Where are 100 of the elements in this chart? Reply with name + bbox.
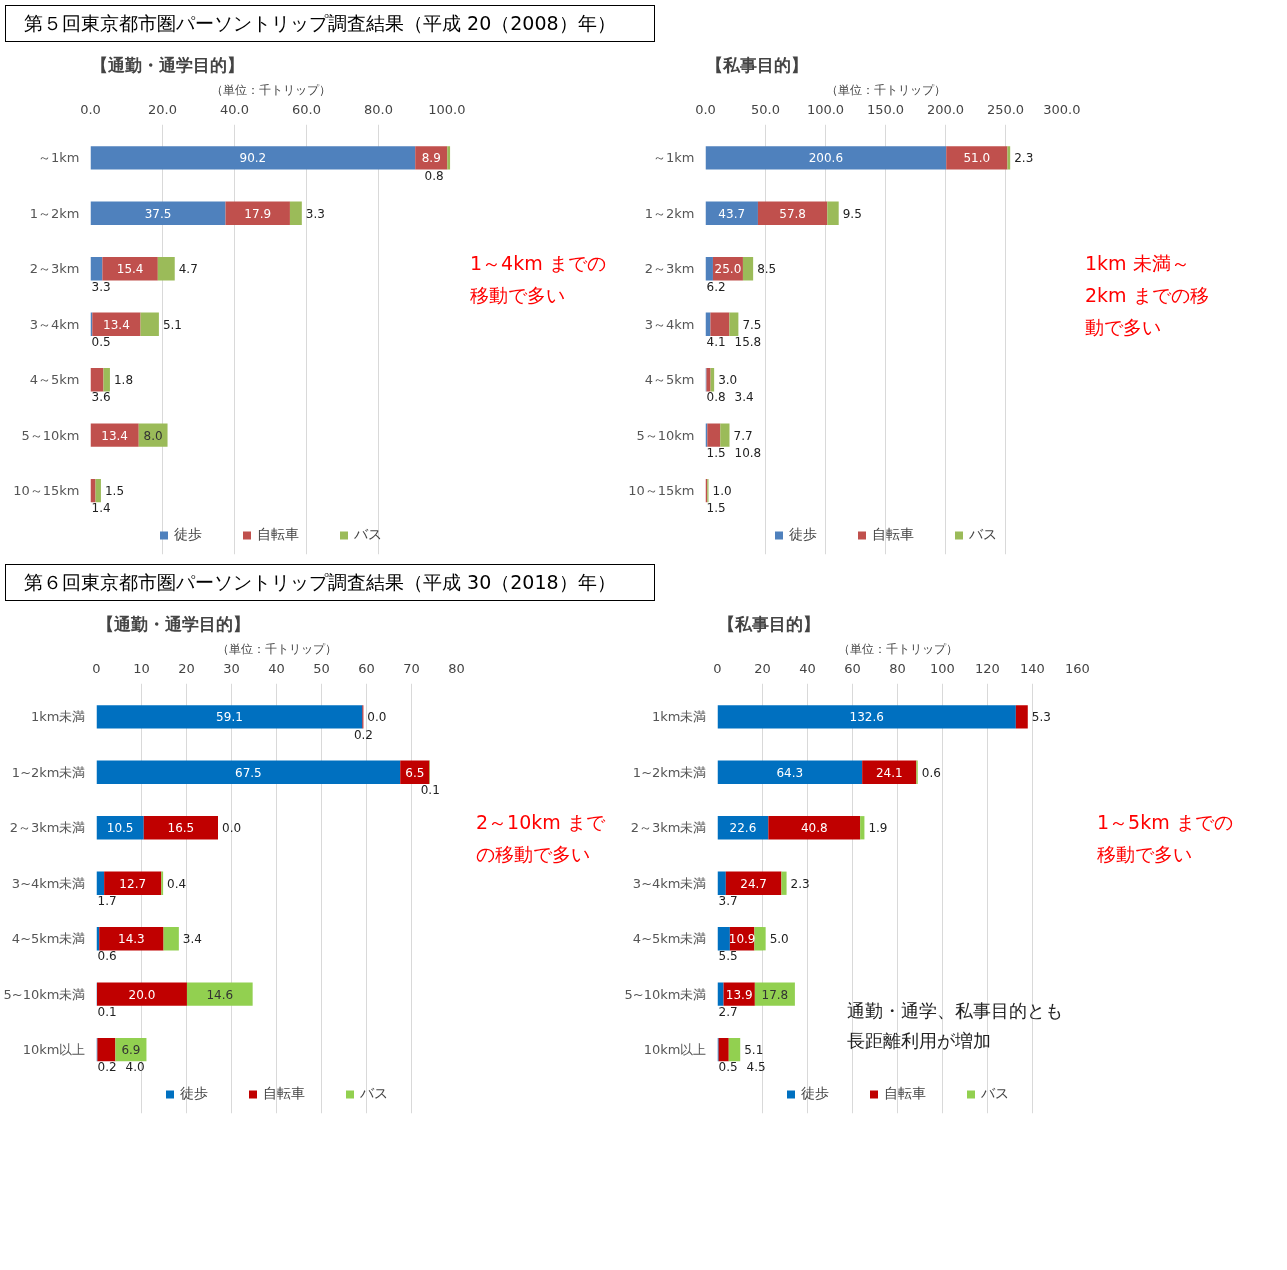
bar bbox=[742, 257, 754, 281]
bar bbox=[96, 871, 105, 896]
data-label: 13.4 bbox=[101, 428, 128, 443]
x-tick-label: 80 bbox=[448, 660, 465, 676]
bar bbox=[946, 146, 1008, 170]
y-tick-label: 2～3km bbox=[644, 261, 695, 277]
data-label: 5.1 bbox=[162, 317, 182, 332]
bar bbox=[97, 1038, 116, 1062]
data-label: 2.3 bbox=[1014, 151, 1034, 166]
legend-label: 自転車 bbox=[883, 1085, 926, 1104]
bar bbox=[768, 816, 861, 840]
data-label: 1.5 bbox=[706, 501, 726, 516]
bar bbox=[186, 982, 253, 1007]
text: 1～4km までの移動で多い bbox=[470, 251, 607, 309]
x-tick-label: 10 bbox=[133, 660, 150, 676]
x-tick-label: 0.0 bbox=[695, 101, 716, 117]
data-label: 132.6 bbox=[849, 710, 884, 725]
data-label: 14.3 bbox=[118, 932, 145, 947]
x-tick-label: 140 bbox=[1020, 660, 1045, 676]
y-tick-label: 2～3km未満 bbox=[9, 820, 86, 836]
bar bbox=[99, 927, 164, 951]
x-tick-label: 50 bbox=[313, 660, 330, 676]
bar bbox=[102, 257, 158, 281]
bar bbox=[1007, 146, 1011, 170]
data-label: 9.5 bbox=[842, 206, 862, 221]
y-tick-label: 4~5km未満 bbox=[632, 931, 707, 947]
data-label: 5.5 bbox=[718, 949, 738, 964]
bar bbox=[90, 368, 104, 392]
data-label: 15.4 bbox=[116, 262, 144, 277]
data-label: 1.9 bbox=[868, 821, 888, 836]
legend-label: バス bbox=[359, 1085, 388, 1104]
x-tick-label: 50.0 bbox=[751, 101, 780, 117]
text: 1～5km までの移動で多い bbox=[1097, 810, 1234, 868]
x-tick-label: 40 bbox=[799, 660, 816, 676]
data-label: 16.5 bbox=[167, 821, 195, 836]
x-tick-label: 150.0 bbox=[866, 101, 905, 117]
data-label: 22.6 bbox=[729, 821, 757, 836]
x-tick-label: 100.0 bbox=[428, 101, 466, 117]
data-label: 0.8 bbox=[706, 390, 726, 405]
legend-label: 徒歩 bbox=[173, 526, 202, 545]
x-tick-label: 40 bbox=[268, 660, 285, 676]
data-label: 6.5 bbox=[405, 766, 425, 781]
data-label: 59.1 bbox=[216, 710, 243, 725]
data-label: 4.1 bbox=[706, 335, 726, 350]
bar bbox=[757, 201, 828, 226]
bar bbox=[706, 368, 711, 392]
bar bbox=[860, 816, 865, 840]
data-label: 14.6 bbox=[206, 987, 234, 1002]
x-tick-label: 40.0 bbox=[220, 101, 249, 117]
bar bbox=[862, 760, 917, 785]
data-label: 5.3 bbox=[1031, 710, 1051, 725]
data-label: 25.0 bbox=[714, 262, 742, 277]
data-label: 3.3 bbox=[305, 206, 325, 221]
data-label: 1.5 bbox=[706, 446, 726, 461]
legend-label: 自転車 bbox=[262, 1085, 305, 1104]
y-tick-label: 10km以上 bbox=[22, 1042, 86, 1058]
chart-subtitle: 第５回東京都市圏パーソントリップ調査結果（平成 20（2008）年） bbox=[24, 11, 616, 36]
data-label: 0.5 bbox=[718, 1060, 738, 1075]
y-tick-label: 10～15km bbox=[13, 483, 80, 499]
data-label: 3.3 bbox=[91, 279, 111, 294]
data-label: 17.8 bbox=[761, 987, 789, 1002]
bar bbox=[717, 982, 724, 1007]
data-label: 2.7 bbox=[718, 1005, 738, 1020]
x-axis-title: （単位：千トリップ） bbox=[210, 82, 331, 97]
data-label: 4.5 bbox=[746, 1060, 766, 1075]
bar bbox=[157, 257, 175, 281]
bar bbox=[729, 312, 739, 337]
data-label: 4.0 bbox=[125, 1060, 145, 1075]
y-tick-label: 2～3km bbox=[29, 261, 80, 277]
chart-title: 【私事目的】 bbox=[705, 54, 808, 75]
data-label: 43.7 bbox=[718, 206, 746, 221]
data-label: 7.5 bbox=[742, 317, 762, 332]
bar bbox=[447, 146, 451, 170]
x-tick-label: 80 bbox=[889, 660, 906, 676]
data-label: 3.0 bbox=[718, 373, 738, 388]
data-label: 10.5 bbox=[106, 821, 134, 836]
legend-label: 自転車 bbox=[256, 526, 299, 545]
bar bbox=[781, 871, 787, 896]
bar bbox=[96, 760, 401, 785]
x-tick-label: 250.0 bbox=[986, 101, 1025, 117]
x-tick-label: 200.0 bbox=[926, 101, 965, 117]
legend-label: バス bbox=[353, 526, 382, 545]
legend-label: 徒歩 bbox=[788, 526, 817, 545]
data-label: 0.1 bbox=[97, 1005, 117, 1020]
x-tick-label: 100.0 bbox=[806, 101, 845, 117]
data-label: 15.8 bbox=[734, 335, 762, 350]
legend-label: 自転車 bbox=[871, 526, 914, 545]
legend-label: 徒歩 bbox=[179, 1085, 208, 1104]
data-label: 3.6 bbox=[91, 390, 111, 405]
data-label: 3.4 bbox=[182, 932, 202, 947]
y-tick-label: 3～4km bbox=[644, 316, 695, 332]
data-label: 0.2 bbox=[353, 727, 373, 742]
y-tick-label: 3～4km bbox=[29, 316, 80, 332]
y-tick-label: 4～5km bbox=[644, 372, 695, 388]
data-label: 90.2 bbox=[239, 151, 267, 166]
data-label: 37.5 bbox=[144, 206, 172, 221]
bar bbox=[707, 423, 721, 447]
data-label: 1.5 bbox=[104, 484, 125, 499]
bar bbox=[96, 982, 187, 1007]
chart-subtitle: 第６回東京都市圏パーソントリップ調査結果（平成 30（2018）年） bbox=[24, 570, 616, 596]
